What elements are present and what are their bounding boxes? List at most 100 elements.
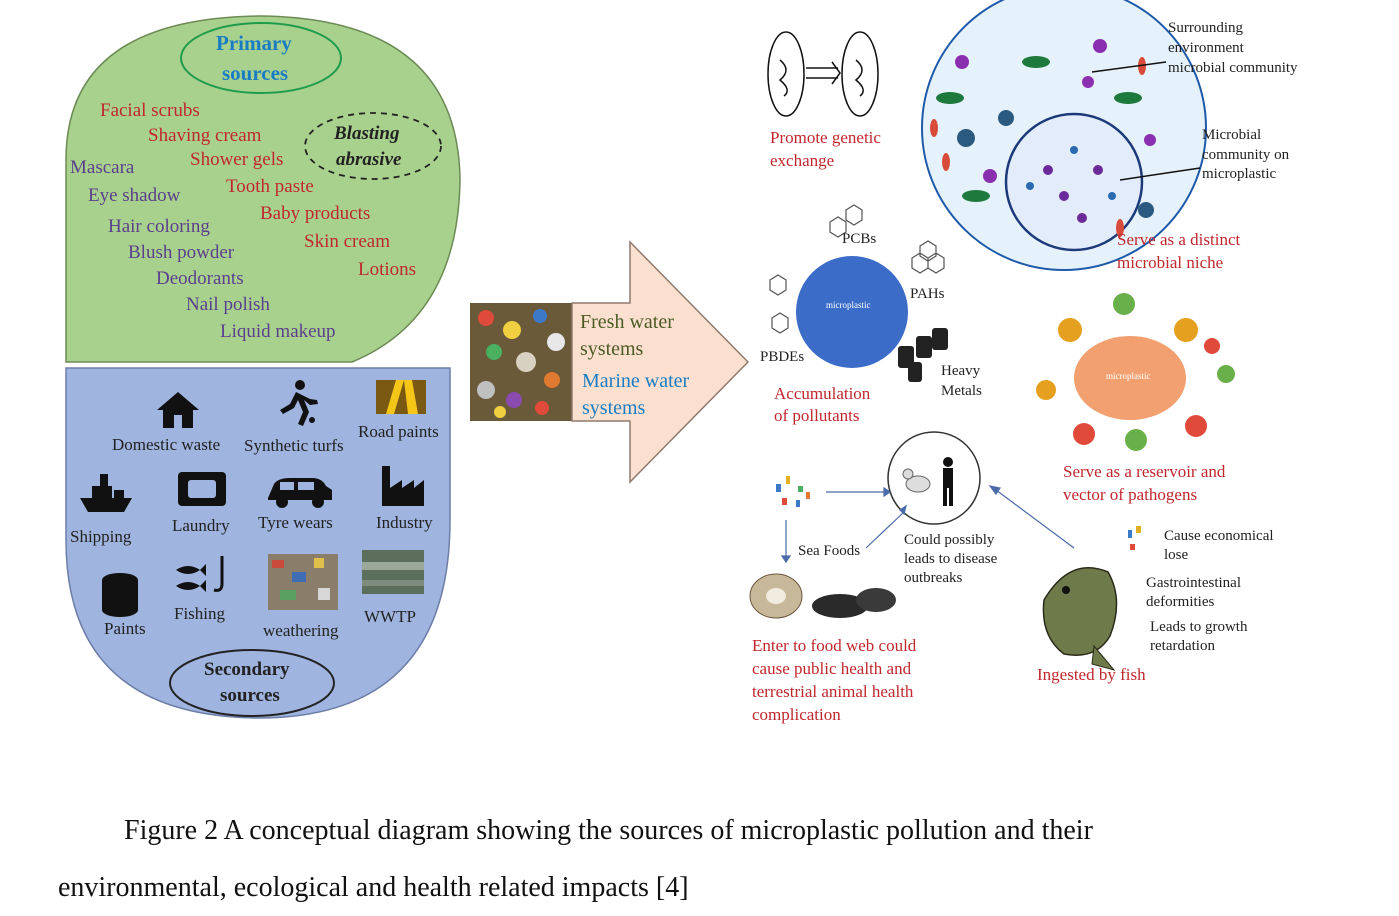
food-line1: Enter to food web could [752, 636, 917, 655]
gastro-line1: Gastrointestinal [1146, 575, 1241, 591]
growth-line2: retardation [1150, 638, 1215, 654]
primary-item: Hair coloring [108, 216, 210, 237]
pahs-label: PAHs [910, 286, 945, 302]
disease-line1: Could possibly [904, 532, 995, 548]
caption-line2: environmental, ecological and health rel… [58, 872, 689, 903]
niche-line2: microbial niche [1117, 253, 1224, 272]
surrounding-line1: Surrounding [1168, 20, 1243, 36]
disease-line2: leads to disease [904, 551, 998, 567]
weathering-image [268, 554, 338, 610]
ship-icon [80, 474, 132, 512]
primary-title-line1: Primary [216, 31, 292, 55]
secondary-item: Industry [376, 513, 433, 532]
surrounding-line2: environment [1168, 40, 1244, 56]
blasting-line2: abrasive [336, 149, 402, 170]
secondary-title-line2: sources [220, 685, 280, 706]
pollutant-microplastic [769, 204, 948, 382]
reservoir-line1: Serve as a reservoir and [1063, 462, 1226, 481]
human-bird-circle [887, 431, 981, 525]
secondary-item: Road paints [358, 422, 439, 441]
accum-line1: Accumulation [774, 384, 871, 403]
marine-water-line1: Marine water [582, 370, 690, 392]
primary-sources-shape [65, 15, 461, 363]
runner-icon [280, 380, 318, 426]
gastro-line2: deformities [1146, 594, 1215, 610]
microplastic-label-blue: microplastic [826, 300, 871, 310]
primary-item: Baby products [260, 203, 371, 224]
primary-item: Mascara [70, 157, 135, 178]
secondary-item: Tyre wears [258, 513, 333, 532]
primary-title-oval [180, 22, 342, 94]
laundry-icon [178, 472, 226, 506]
disease-line3: outbreaks [904, 570, 963, 586]
genetic-exchange-icon [767, 31, 879, 117]
surrounding-line3: microbial community [1168, 60, 1298, 76]
reservoir-line2: vector of pathogens [1063, 485, 1198, 504]
pcbs-label: PCBs [842, 231, 877, 247]
secondary-title-line1: Secondary [204, 659, 290, 680]
food-line3: terrestrial animal health [752, 682, 914, 701]
primary-item: Tooth paste [226, 176, 314, 197]
secondary-title-oval [169, 649, 335, 717]
primary-item: Shower gels [190, 149, 284, 170]
pathogen-microplastic [1036, 293, 1235, 451]
heavy-line2: Metals [941, 383, 982, 399]
secondary-item: Synthetic turfs [244, 436, 344, 455]
secondary-item: Domestic waste [112, 435, 221, 454]
plastic-bits-icon-2 [1128, 526, 1141, 550]
secondary-item: Paints [104, 619, 146, 638]
pbdes-label: PBDEs [760, 349, 805, 365]
primary-item: Deodorants [156, 268, 244, 289]
primary-item: Skin cream [304, 231, 391, 252]
secondary-item: Fishing [174, 604, 226, 623]
plastic-bits-icon [776, 476, 810, 507]
community-line1: Microbial [1202, 127, 1262, 143]
genetic-line1: Promote genetic [770, 128, 881, 147]
secondary-item: Shipping [70, 527, 132, 546]
fish-icon [1042, 567, 1118, 671]
fishing-icon [176, 556, 224, 592]
microplastic-photo [470, 303, 572, 421]
connector-arrows [780, 485, 1075, 564]
microbial-community-circle [921, 0, 1207, 271]
sea-foods-label: Sea Foods [798, 543, 861, 559]
primary-item: Shaving cream [148, 125, 262, 146]
accum-line2: of pollutants [774, 406, 860, 425]
car-icon [268, 478, 332, 508]
niche-line1: Serve as a distinct [1117, 230, 1241, 249]
primary-item: Blush powder [128, 242, 235, 263]
shellfish-icon [749, 573, 896, 619]
econ-line1: Cause economical [1164, 528, 1274, 544]
primary-item: Facial scrubs [100, 100, 200, 121]
growth-line1: Leads to growth [1150, 619, 1248, 635]
primary-item: Liquid makeup [220, 321, 336, 342]
microplastic-label-orange: microplastic [1106, 371, 1151, 381]
factory-icon [382, 466, 424, 506]
house-icon [157, 392, 199, 428]
road-paint-icon [376, 380, 426, 414]
econ-line2: lose [1164, 547, 1189, 563]
fresh-water-line2: systems [580, 338, 644, 360]
food-line2: cause public health and [752, 659, 912, 678]
secondary-item: Laundry [172, 516, 230, 535]
community-line3: microplastic [1202, 166, 1277, 182]
secondary-item: weathering [263, 621, 339, 640]
secondary-sources-shape [65, 367, 451, 719]
paint-can-icon [102, 573, 138, 617]
primary-item: Nail polish [186, 294, 270, 315]
community-line2: community on [1202, 147, 1290, 163]
fish-label: Ingested by fish [1037, 665, 1146, 684]
food-line4: complication [752, 705, 841, 724]
primary-title-line2: sources [222, 61, 289, 85]
blasting-oval [304, 112, 442, 180]
caption-line1: Figure 2 A conceptual diagram showing th… [124, 815, 1093, 846]
heavy-line1: Heavy [941, 363, 981, 379]
primary-item: Lotions [358, 259, 417, 280]
primary-item: Eye shadow [88, 185, 181, 206]
fresh-water-line1: Fresh water [580, 311, 674, 333]
blasting-line1: Blasting [334, 123, 400, 144]
big-arrow [571, 240, 750, 484]
wwtp-image [362, 550, 424, 594]
